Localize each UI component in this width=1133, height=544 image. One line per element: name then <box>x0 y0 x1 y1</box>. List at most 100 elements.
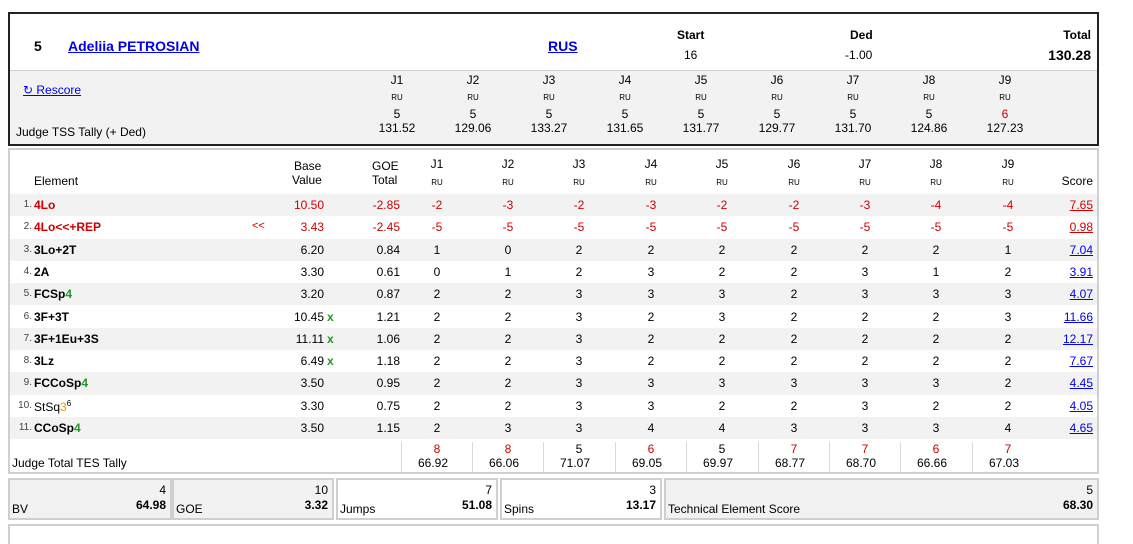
table-judge-country: RU <box>431 178 443 187</box>
table-row: 4. 2A 3.30 0.61 0 1 2 3 2 2 3 1 2 3.91 <box>10 261 1097 283</box>
element-index: 3. <box>23 243 32 255</box>
element-name: 3Lo+2T <box>34 243 76 257</box>
judge-mark: -5 <box>930 220 942 235</box>
element-name: 4Lo <box>34 198 55 212</box>
base-value: 11.11 <box>295 331 324 346</box>
judge-mark: 2 <box>647 331 655 346</box>
header-judge-column: J5 RU 5 131.77 <box>666 71 736 135</box>
skater-summary-row: 5 Adeliia PETROSIAN RUS Start 16 Ded -1.… <box>10 14 1097 70</box>
judge-tss-row: ↻ Rescore Judge TSS Tally (+ Ded) J1 RU 5 1… <box>10 70 1097 144</box>
goe-total: 0.61 <box>376 264 400 279</box>
element-score-link[interactable]: 4.45 <box>1069 376 1093 391</box>
base-value: 3.30 <box>300 398 324 413</box>
table-judge-name: J2 <box>501 157 515 171</box>
judge-mark: 1 <box>433 242 441 257</box>
element-index: 7. <box>23 332 32 344</box>
header-judge-country: RU <box>543 93 555 102</box>
jumps-label: Jumps <box>340 502 376 516</box>
judge-mark: -3 <box>645 198 657 212</box>
bv-value: 64.98 <box>135 498 166 512</box>
element-code: 2A <box>34 264 50 279</box>
element-score-link[interactable]: 4.05 <box>1069 398 1093 413</box>
goe-total: 1.18 <box>376 354 400 369</box>
element-score-link[interactable]: 12.17 <box>1062 331 1093 346</box>
element-index: 8. <box>23 355 32 367</box>
judge-mark: 2 <box>790 242 798 257</box>
header-judge-count: 5 <box>393 107 401 121</box>
goe-column-header: GOE <box>372 159 399 173</box>
judge-mark: 2 <box>433 354 441 369</box>
header-judge-country: RU <box>391 93 403 102</box>
goe-total: 0.75 <box>376 398 400 413</box>
header-judge-column: J9 RU 6 127.23 <box>970 71 1040 135</box>
judge-mark: 2 <box>433 421 441 435</box>
element-name: 3Lz <box>34 354 54 368</box>
start-value: 16 <box>684 48 698 62</box>
element-name: FCCoSp4 <box>34 376 88 390</box>
table-judge-name: J7 <box>858 157 872 171</box>
element-score-link[interactable]: 4.65 <box>1069 421 1093 435</box>
summary-bv: 4 64.98 BV <box>8 478 172 520</box>
header-judge-column: J3 RU 5 133.27 <box>514 71 584 135</box>
element-score-link[interactable]: 4.07 <box>1069 287 1093 302</box>
goe-count: 10 <box>314 483 328 497</box>
table-judge-country: RU <box>859 178 871 187</box>
judge-mark: 3 <box>575 309 583 324</box>
header-judge-column: J6 RU 5 129.77 <box>742 71 812 135</box>
judge-mark: 3 <box>575 331 583 346</box>
goe-total: -2.85 <box>372 198 400 212</box>
element-score-link[interactable]: 3.91 <box>1069 264 1093 279</box>
rank-number: 5 <box>34 38 42 54</box>
element-score-link[interactable]: 7.65 <box>1069 198 1093 212</box>
header-judge-count: 5 <box>773 107 781 121</box>
element-score-link[interactable]: 7.04 <box>1069 242 1093 257</box>
element-column-header: Element <box>34 174 79 188</box>
rescore-link[interactable]: ↻ Rescore <box>23 83 82 97</box>
skater-name-link[interactable]: Adeliia PETROSIAN <box>68 38 200 54</box>
element-name: 3F+1Eu+3S <box>34 332 99 346</box>
judge-mark: 3 <box>575 398 583 413</box>
table-row: 10. StSq36 3.30 0.75 2 2 3 3 2 2 3 2 2 4.05 <box>10 395 1097 417</box>
judge-mark: 3 <box>575 421 583 435</box>
tes-tally-value: 71.07 <box>559 456 591 470</box>
jumps-value: 51.08 <box>461 498 492 512</box>
header-judge-tss: 124.86 <box>910 121 948 135</box>
tes-tally-value: 66.92 <box>417 456 449 470</box>
judge-mark: -5 <box>716 220 728 235</box>
judge-mark: 2 <box>504 287 512 302</box>
tes-tally-count: 7 <box>790 442 798 456</box>
header-judge-country: RU <box>847 93 859 102</box>
element-code: 3F+1Eu+3S <box>34 331 99 346</box>
judge-mark: -5 <box>788 220 800 235</box>
start-label: Start <box>677 28 705 42</box>
judge-mark: 2 <box>790 398 798 413</box>
element-superscript: 6 <box>66 398 72 408</box>
header-judge-column: J1 RU 5 131.52 <box>362 71 432 135</box>
header-judge-count: 5 <box>697 107 705 121</box>
element-score-link[interactable]: 11.66 <box>1063 309 1093 324</box>
tes-tally-count: 5 <box>718 442 726 456</box>
tes-column-divider <box>900 442 901 472</box>
judge-mark: 2 <box>932 242 940 257</box>
header-judge-name: J2 <box>466 73 480 87</box>
judge-mark: 2 <box>790 309 798 324</box>
tes-tally-count: 8 <box>433 442 441 456</box>
judge-mark: 2 <box>575 264 583 279</box>
header-judge-count: 5 <box>545 107 553 121</box>
element-level: 4 <box>65 287 73 302</box>
goe-value: 3.32 <box>304 498 328 512</box>
nation-link[interactable]: RUS <box>548 38 578 54</box>
judge-mark: 2 <box>861 242 869 257</box>
bonus-x-marker: x <box>327 331 334 346</box>
tes-tally-value: 69.05 <box>631 456 663 470</box>
score-column-header: Score <box>1061 174 1093 188</box>
table-judge-name: J4 <box>644 157 658 171</box>
element-score-link[interactable]: 0.98 <box>1069 220 1093 235</box>
table-row: 9. FCCoSp4 3.50 0.95 2 2 3 3 3 3 3 3 2 4.45 <box>10 372 1097 395</box>
header-judge-name: J9 <box>998 73 1012 87</box>
goe-total: 0.95 <box>376 376 400 391</box>
tes-label: Technical Element Score <box>668 502 801 516</box>
element-score-link[interactable]: 7.67 <box>1069 354 1093 369</box>
judge-mark: 0 <box>433 264 441 279</box>
judge-mark: 3 <box>718 287 726 302</box>
